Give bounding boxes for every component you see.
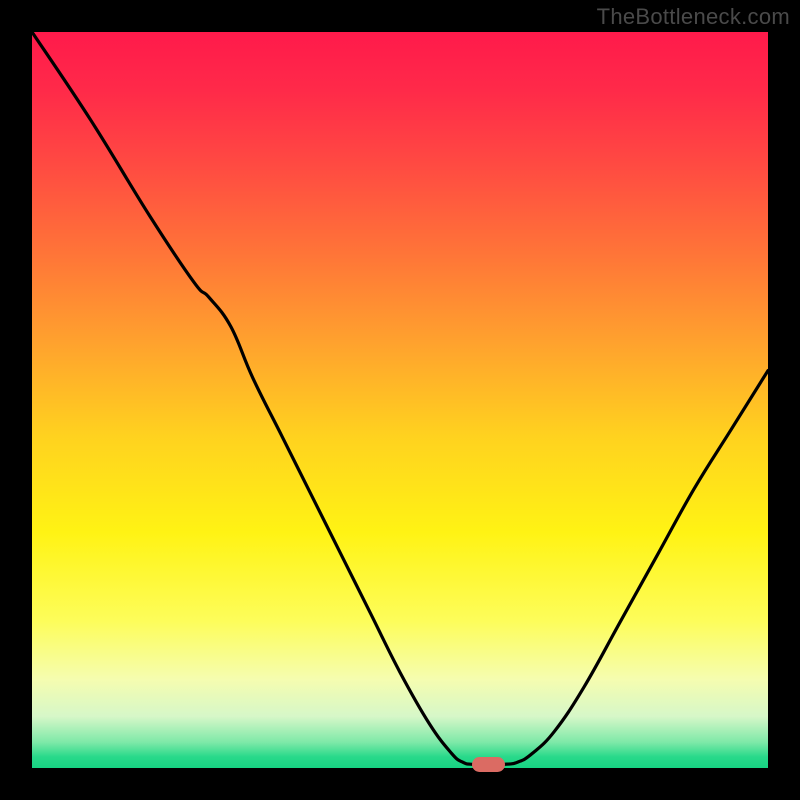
plot-area bbox=[32, 32, 768, 768]
chart-root: TheBottleneck.com bbox=[0, 0, 800, 800]
watermark-label: TheBottleneck.com bbox=[597, 4, 790, 30]
curve-layer bbox=[32, 32, 768, 768]
optimal-marker bbox=[472, 757, 504, 772]
bottleneck-curve bbox=[32, 32, 768, 765]
